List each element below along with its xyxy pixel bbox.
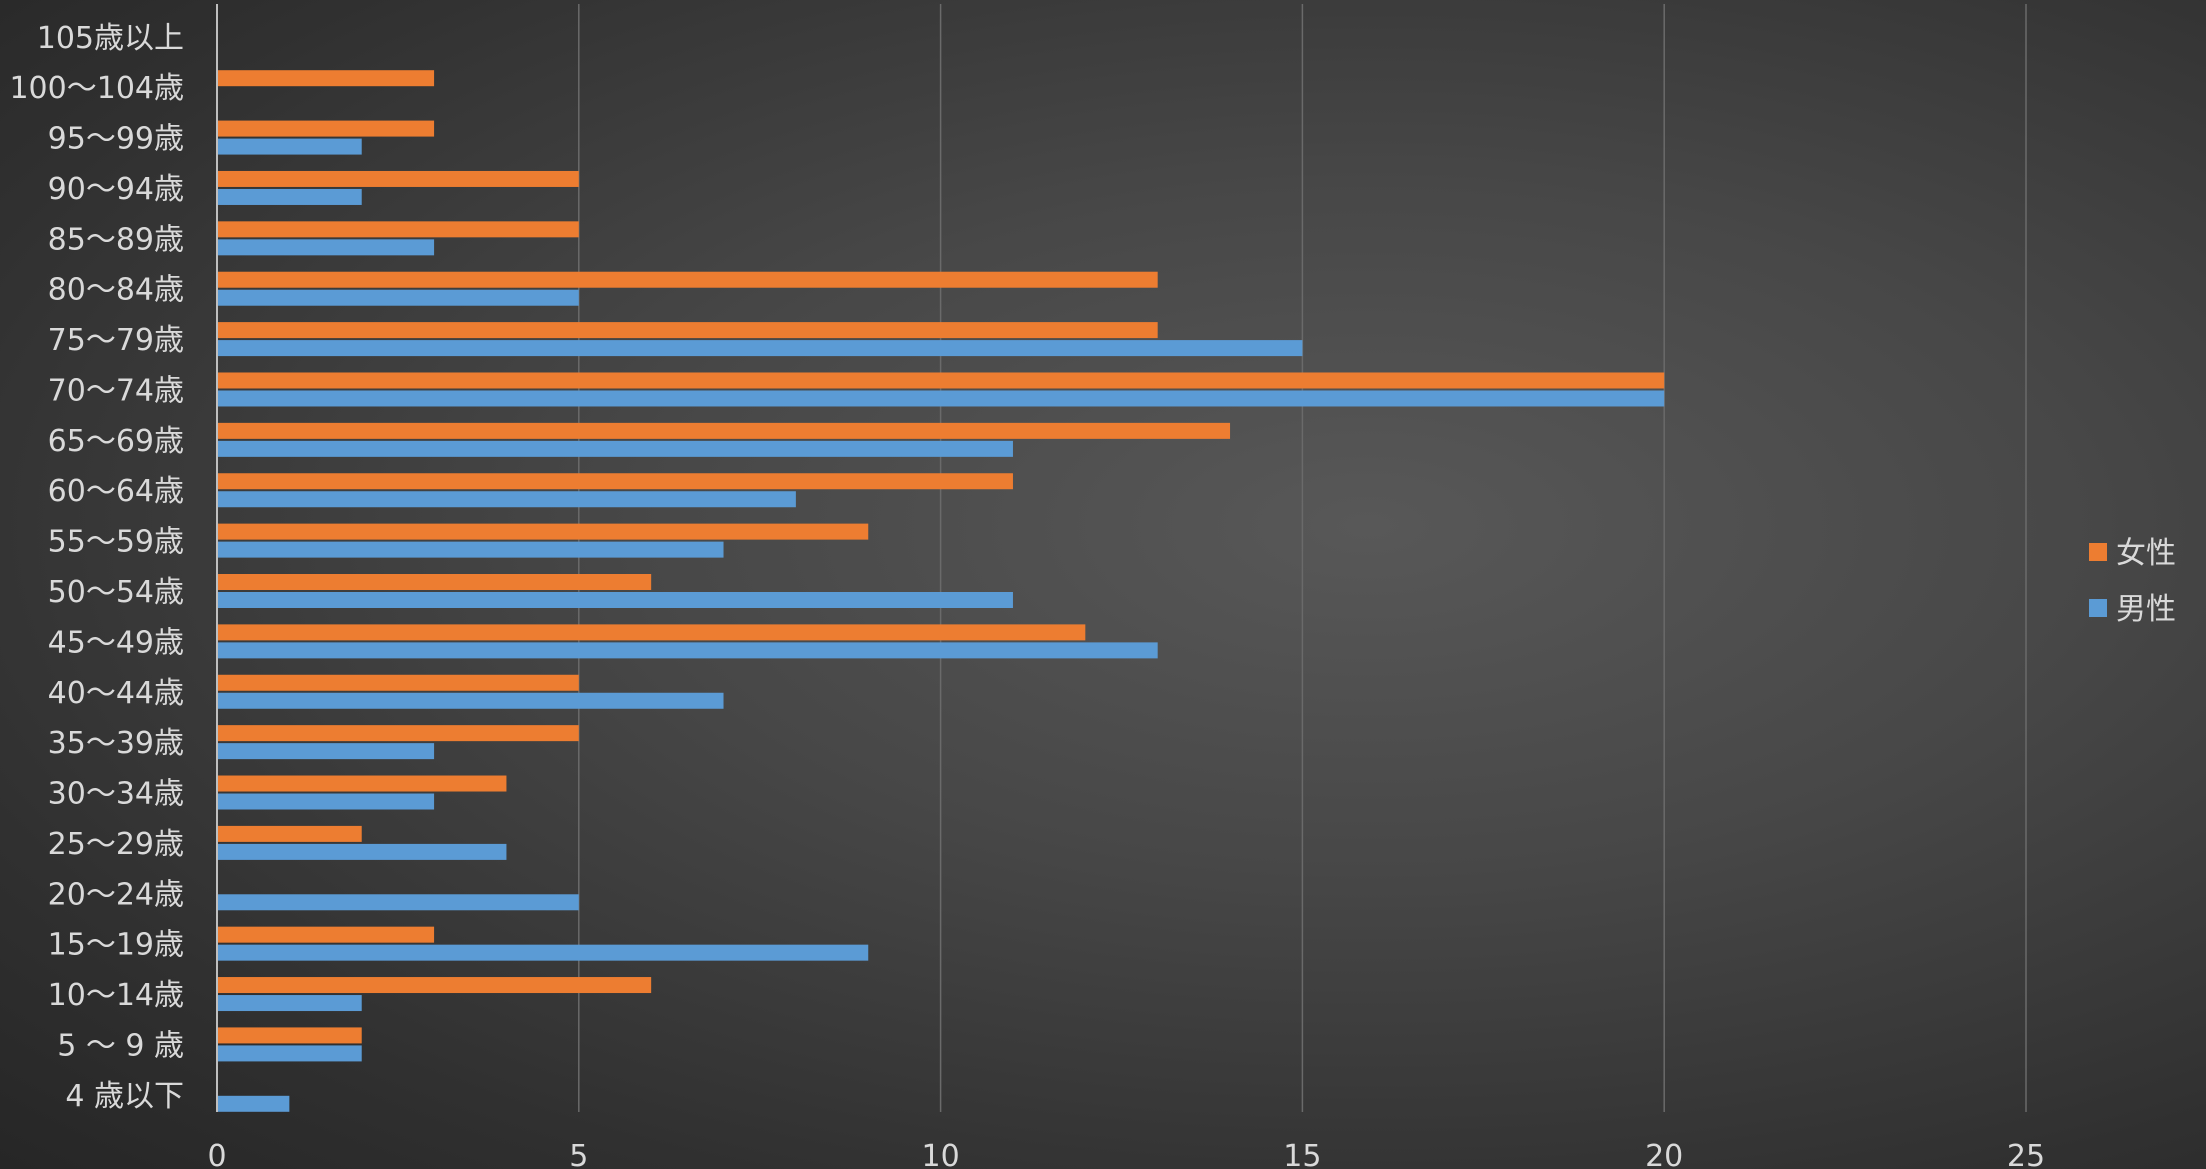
- bar-female-16: [217, 271, 1158, 288]
- y-tick-label-13: 65〜69歳: [48, 424, 184, 459]
- bar-female-10: [217, 574, 652, 590]
- y-tick-label-7: 35〜39歳: [48, 726, 184, 761]
- bar-female-20: [217, 70, 435, 87]
- y-tick-label-15: 75〜79歳: [48, 323, 184, 358]
- bar-male-17: [217, 239, 435, 256]
- y-tick-label-18: 90〜94歳: [48, 172, 184, 207]
- bar-female-8: [217, 674, 579, 691]
- y-tick-label-6: 30〜34歳: [48, 777, 184, 812]
- gridlines: [578, 4, 2027, 1112]
- y-tick-label-10: 50〜54歳: [48, 575, 184, 610]
- bar-female-11: [217, 523, 869, 540]
- y-tick-label-8: 40〜44歳: [48, 676, 184, 711]
- bar-female-3: [217, 926, 435, 943]
- bar-female-13: [217, 422, 1231, 439]
- legend-label-0: 女性: [2116, 536, 2176, 571]
- bar-male-0: [217, 1095, 290, 1112]
- x-axis-tick-labels: 0 5 10 15 20 25: [207, 1139, 2045, 1169]
- bar-male-16: [217, 289, 579, 306]
- bar-male-19: [217, 138, 362, 155]
- x-tick-label-2: 10: [922, 1139, 960, 1169]
- bar-male-14: [217, 390, 1665, 407]
- bar-male-12: [217, 491, 796, 508]
- bar-female-6: [217, 775, 507, 792]
- y-tick-label-14: 70〜74歳: [48, 373, 184, 408]
- bar-male-8: [217, 692, 724, 709]
- bar-male-9: [217, 642, 1158, 659]
- y-tick-label-0: 4 歳以下: [65, 1079, 184, 1114]
- bar-male-2: [217, 995, 362, 1012]
- bar-female-1: [217, 1027, 362, 1044]
- y-tick-label-1: 5 〜 9 歳: [57, 1028, 184, 1063]
- bar-male-11: [217, 541, 724, 558]
- bar-female-15: [217, 322, 1158, 339]
- legend-swatch-1: [2089, 599, 2107, 617]
- y-tick-label-3: 15〜19歳: [48, 928, 184, 963]
- x-tick-label-4: 20: [1645, 1139, 1683, 1169]
- bar-male-15: [217, 340, 1303, 357]
- bars: [217, 70, 1665, 1112]
- x-tick-label-5: 25: [2007, 1139, 2045, 1169]
- bar-male-18: [217, 188, 362, 205]
- y-axis-tick-labels: 4 歳以下 5 〜 9 歳 10〜14歳 15〜19歳 20〜24歳 25〜29歳 30〜3…: [9, 21, 184, 1114]
- bar-female-5: [217, 825, 362, 842]
- y-tick-label-5: 25〜29歳: [48, 827, 184, 862]
- bar-female-2: [217, 977, 652, 994]
- y-tick-label-19: 95〜99歳: [48, 122, 184, 157]
- bar-male-7: [217, 743, 435, 760]
- y-tick-label-20: 100〜104歳: [9, 71, 184, 106]
- y-tick-label-2: 10〜14歳: [48, 978, 184, 1013]
- bar-male-5: [217, 843, 507, 860]
- bar-male-4: [217, 894, 579, 911]
- legend-swatch-0: [2089, 543, 2107, 561]
- x-tick-label-3: 15: [1283, 1139, 1321, 1169]
- bar-male-3: [217, 944, 869, 961]
- bar-male-13: [217, 440, 1013, 457]
- y-tick-label-17: 85〜89歳: [48, 222, 184, 257]
- bar-male-6: [217, 793, 435, 810]
- legend-label-1: 男性: [2116, 592, 2176, 627]
- bar-male-10: [217, 592, 1013, 608]
- x-tick-label-0: 0: [207, 1139, 226, 1169]
- bar-female-7: [217, 725, 579, 742]
- y-tick-label-4: 20〜24歳: [48, 877, 184, 912]
- bar-female-14: [217, 372, 1665, 389]
- y-tick-label-11: 55〜59歳: [48, 525, 184, 560]
- y-tick-label-12: 60〜64歳: [48, 474, 184, 509]
- bar-female-18: [217, 170, 579, 187]
- y-tick-label-16: 80〜84歳: [48, 273, 184, 308]
- bar-male-1: [217, 1045, 362, 1062]
- bar-female-12: [217, 473, 1013, 490]
- bar-female-17: [217, 221, 579, 238]
- y-tick-label-9: 45〜49歳: [48, 625, 184, 660]
- bar-female-9: [217, 624, 1086, 641]
- bar-female-19: [217, 120, 435, 137]
- y-tick-label-21: 105歳以上: [37, 21, 184, 56]
- x-tick-label-1: 5: [569, 1139, 588, 1169]
